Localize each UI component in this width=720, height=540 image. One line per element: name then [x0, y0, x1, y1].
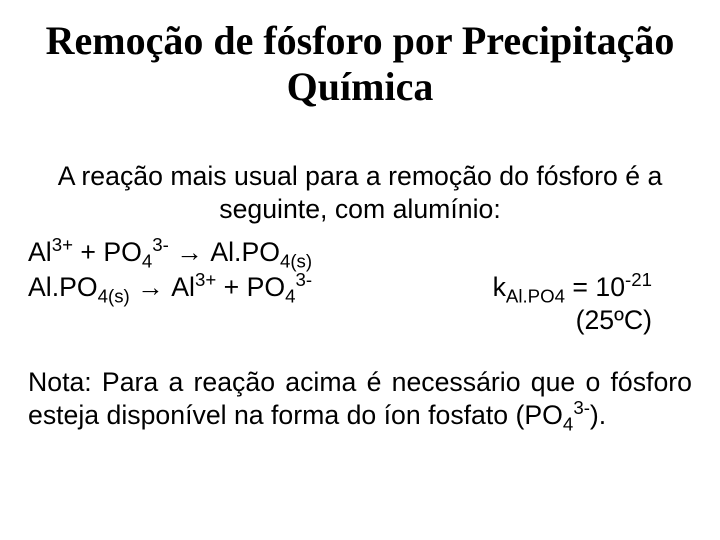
equation-2: Al.PO4(s) → Al3+ + PO43- [28, 272, 312, 303]
slide-title: Remoção de fósforo por Precipitação Quím… [28, 18, 692, 110]
eq2-alpo-sub: 4(s) [98, 285, 130, 306]
eq1-arrow: → [169, 237, 210, 267]
equation-1: Al3+ + PO43- → Al.PO4(s) [28, 237, 692, 268]
eq2-alpo: Al.PO [28, 272, 98, 302]
temperature: (25ºC) [28, 305, 652, 336]
k-sub: Al.PO4 [506, 285, 565, 306]
note-text: Nota: Para a reação acima é necessário q… [28, 366, 692, 433]
eq2-al-charge: 3+ [195, 269, 216, 290]
note-sub: 4 [563, 413, 573, 434]
k-expression: kAl.PO4 = 10-21 [493, 272, 652, 303]
eq1-alpo: Al.PO [210, 237, 280, 267]
k-eq: = 10 [565, 272, 625, 302]
eq1-al-charge: 3+ [52, 234, 73, 255]
eq1-al: Al [28, 237, 52, 267]
eq2-po: PO [247, 272, 286, 302]
k-base: k [493, 272, 506, 302]
note-sup: 3- [573, 397, 590, 418]
equation-2-row: Al.PO4(s) → Al3+ + PO43- kAl.PO4 = 10-21 [28, 272, 692, 303]
eq1-po-sup: 3- [152, 234, 169, 255]
note-suffix: ). [590, 400, 606, 430]
eq1-po: PO [103, 237, 142, 267]
eq2-po-sup: 3- [296, 269, 313, 290]
intro-text: A reação mais usual para a remoção do fó… [28, 160, 692, 227]
eq2-arrow: → [130, 272, 171, 302]
eq2-al: Al [171, 272, 195, 302]
k-exp: -21 [625, 269, 652, 290]
eq2-plus: + [216, 272, 246, 302]
eq1-plus: + [73, 237, 103, 267]
eq1-po-sub: 4 [142, 250, 152, 271]
eq2-po-sub: 4 [285, 285, 295, 306]
